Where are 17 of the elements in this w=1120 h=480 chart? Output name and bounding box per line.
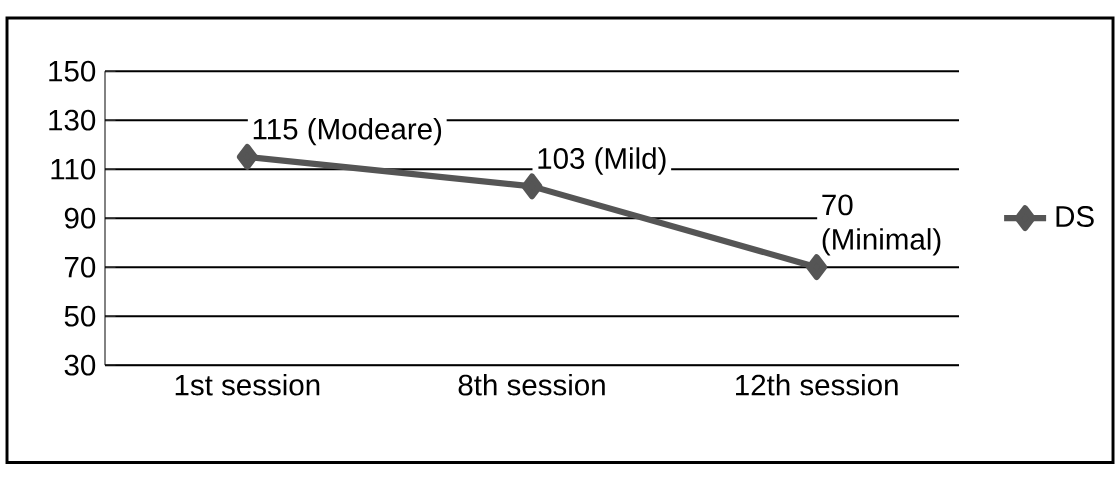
point <box>236 144 258 170</box>
x-tick-label: 8th session <box>458 373 605 396</box>
text: 70 (Minimal) <box>822 194 941 256</box>
y-tick-label: 130 <box>49 109 96 131</box>
text: 103 (Mild) <box>538 147 666 175</box>
x-tick-label: 1st session <box>175 373 320 396</box>
point <box>806 254 828 281</box>
x-tick-label: 12th session <box>736 373 898 396</box>
point <box>521 173 543 200</box>
legend-label: DS <box>1056 206 1094 227</box>
y-tick-label: 150 <box>49 60 96 82</box>
y-tick-label: 30 <box>64 354 96 376</box>
text: 115 (Modeare) <box>253 117 442 146</box>
y-tick-label: 70 <box>64 256 96 278</box>
y-tick-label: 50 <box>64 305 96 327</box>
y-tick-label: 90 <box>64 207 96 229</box>
y-tick-label: 110 <box>51 158 96 180</box>
